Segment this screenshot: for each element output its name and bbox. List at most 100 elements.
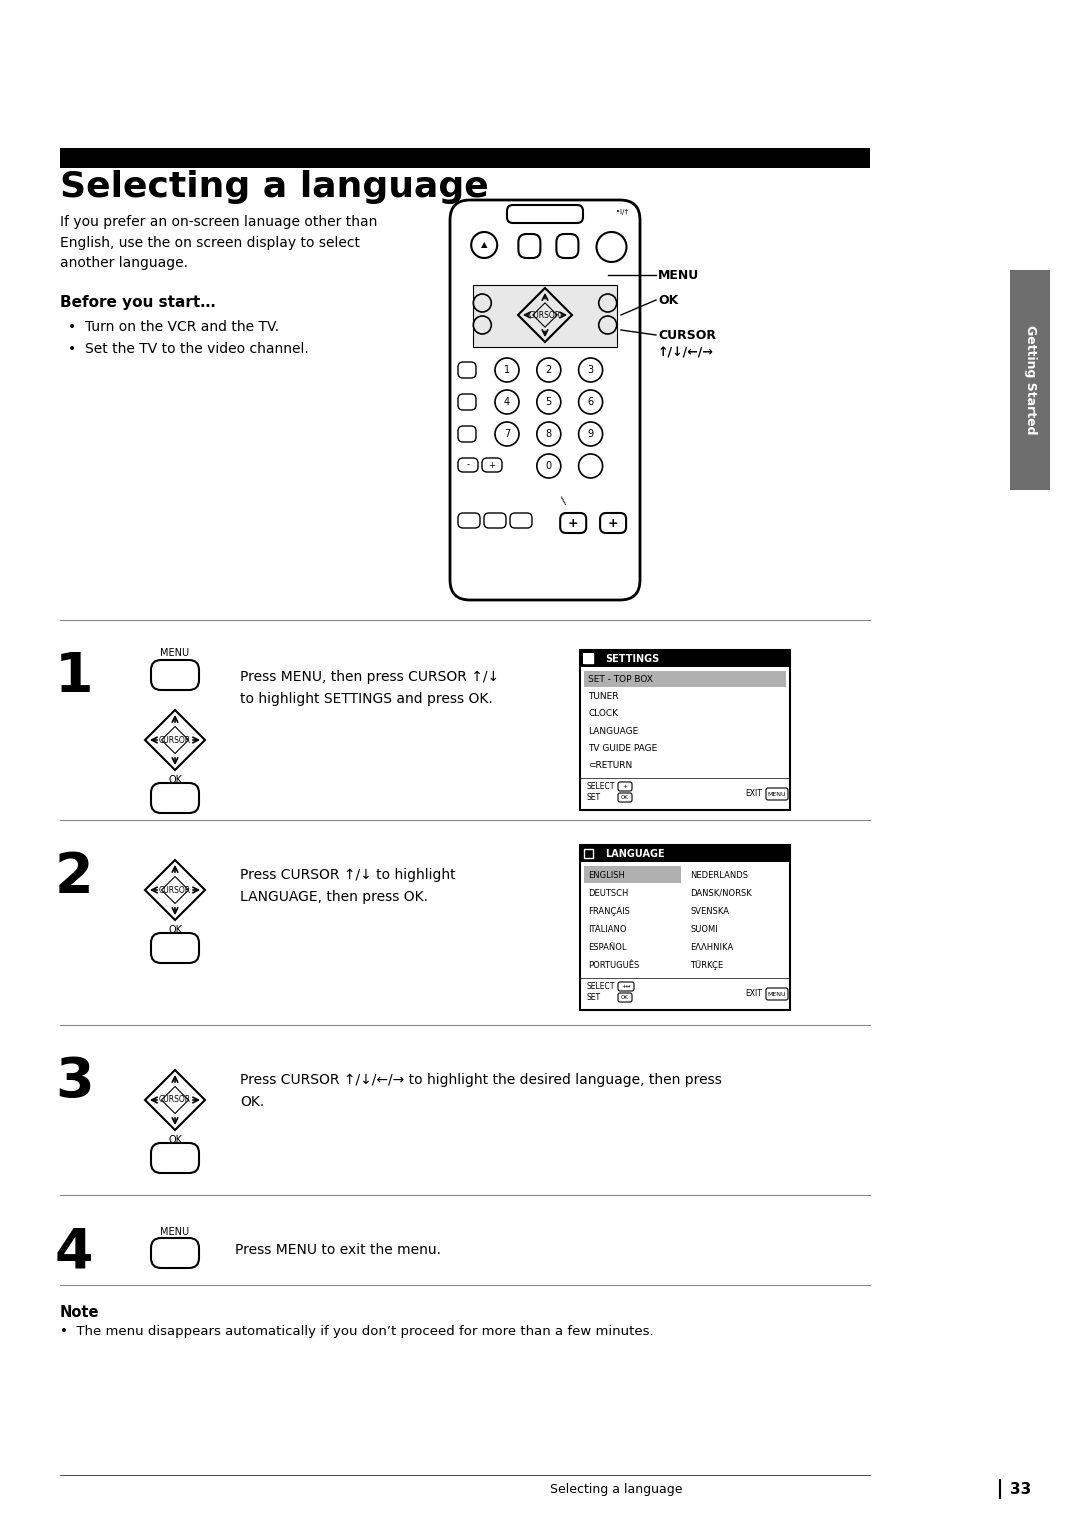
Text: +: + xyxy=(568,516,579,530)
Text: to highlight SETTINGS and press OK.: to highlight SETTINGS and press OK. xyxy=(240,692,492,706)
FancyBboxPatch shape xyxy=(618,983,634,992)
Text: OK: OK xyxy=(168,924,183,935)
Text: 4: 4 xyxy=(504,397,510,406)
Text: Selecting a language: Selecting a language xyxy=(60,170,489,205)
Text: SET: SET xyxy=(586,993,600,1001)
Bar xyxy=(580,649,789,668)
FancyBboxPatch shape xyxy=(600,513,626,533)
FancyBboxPatch shape xyxy=(766,788,788,801)
Text: EXIT: EXIT xyxy=(745,788,761,798)
Text: CLOCK: CLOCK xyxy=(588,709,618,718)
Text: +: + xyxy=(622,784,627,788)
FancyBboxPatch shape xyxy=(618,793,632,802)
Text: CURSOR: CURSOR xyxy=(159,1096,191,1105)
Text: ΕΛΛΗΝΙΚΑ: ΕΛΛΗΝΙΚΑ xyxy=(690,943,733,952)
Text: 4: 4 xyxy=(55,1225,94,1279)
Bar xyxy=(473,286,617,347)
Bar xyxy=(584,654,593,663)
Text: MENU: MENU xyxy=(768,992,786,996)
FancyBboxPatch shape xyxy=(450,200,640,601)
Text: DEUTSCH: DEUTSCH xyxy=(588,888,629,897)
Text: OK.: OK. xyxy=(240,1096,265,1109)
Text: Press MENU to exit the menu.: Press MENU to exit the menu. xyxy=(235,1242,441,1258)
Bar xyxy=(580,845,789,1010)
Bar xyxy=(580,649,789,810)
Text: DANSK/NORSK: DANSK/NORSK xyxy=(690,888,752,897)
FancyBboxPatch shape xyxy=(151,660,199,691)
Text: OK: OK xyxy=(168,1135,183,1144)
Text: SVENSKA: SVENSKA xyxy=(690,906,729,915)
Bar xyxy=(584,850,593,859)
Text: Press CURSOR ↑/↓ to highlight: Press CURSOR ↑/↓ to highlight xyxy=(240,868,456,882)
FancyBboxPatch shape xyxy=(151,782,199,813)
Text: +: + xyxy=(488,460,496,469)
FancyBboxPatch shape xyxy=(484,513,507,529)
Text: TV GUIDE PAGE: TV GUIDE PAGE xyxy=(588,744,658,753)
FancyBboxPatch shape xyxy=(458,426,476,442)
Text: 1: 1 xyxy=(504,365,510,374)
Text: 3: 3 xyxy=(588,365,594,374)
Text: 33: 33 xyxy=(1010,1482,1031,1497)
Text: 2: 2 xyxy=(545,365,552,374)
Text: EXIT: EXIT xyxy=(745,989,761,998)
Text: •  The menu disappears automatically if you don’t proceed for more than a few mi: • The menu disappears automatically if y… xyxy=(60,1325,653,1339)
Text: OK: OK xyxy=(168,775,183,785)
Bar xyxy=(583,652,594,665)
Text: OK: OK xyxy=(621,995,629,999)
Text: SET: SET xyxy=(586,793,600,802)
FancyBboxPatch shape xyxy=(618,782,632,792)
FancyBboxPatch shape xyxy=(458,394,476,410)
Text: Note: Note xyxy=(60,1305,99,1320)
Bar xyxy=(1010,270,1050,490)
FancyBboxPatch shape xyxy=(618,993,632,1002)
Text: LANGUAGE: LANGUAGE xyxy=(605,848,664,859)
Text: 5: 5 xyxy=(545,397,552,406)
Text: /: / xyxy=(559,497,569,506)
Text: +↔: +↔ xyxy=(621,984,631,989)
Text: •  Set the TV to the video channel.: • Set the TV to the video channel. xyxy=(68,342,309,356)
Text: CURSOR: CURSOR xyxy=(529,310,562,319)
Text: FRANÇAIS: FRANÇAIS xyxy=(588,906,630,915)
FancyBboxPatch shape xyxy=(151,1238,199,1268)
Text: •I/†: •I/† xyxy=(616,209,627,215)
Text: SUOMI: SUOMI xyxy=(690,924,718,934)
Text: LANGUAGE, then press OK.: LANGUAGE, then press OK. xyxy=(240,889,428,905)
Bar xyxy=(60,148,870,168)
Text: OK: OK xyxy=(658,293,678,307)
Text: ITALIANO: ITALIANO xyxy=(588,924,626,934)
Text: -: - xyxy=(467,460,470,469)
Text: ENGLISH: ENGLISH xyxy=(588,871,625,880)
Text: MENU: MENU xyxy=(768,792,786,796)
FancyBboxPatch shape xyxy=(561,513,586,533)
Bar xyxy=(584,866,681,883)
Text: Getting Started: Getting Started xyxy=(1024,325,1037,435)
Text: CURSOR: CURSOR xyxy=(658,329,716,341)
FancyBboxPatch shape xyxy=(766,989,788,999)
Text: NEDERLANDS: NEDERLANDS xyxy=(690,871,748,880)
Text: MENU: MENU xyxy=(161,1227,190,1238)
Text: Press MENU, then press CURSOR ↑/↓: Press MENU, then press CURSOR ↑/↓ xyxy=(240,669,499,685)
Text: 3: 3 xyxy=(55,1054,94,1109)
Bar xyxy=(580,845,789,862)
FancyBboxPatch shape xyxy=(518,234,540,258)
Text: 1: 1 xyxy=(55,649,94,704)
FancyBboxPatch shape xyxy=(556,234,579,258)
Text: SETTINGS: SETTINGS xyxy=(605,654,659,663)
Text: MENU: MENU xyxy=(658,269,699,281)
Text: OK: OK xyxy=(621,795,629,801)
Text: •  Turn on the VCR and the TV.: • Turn on the VCR and the TV. xyxy=(68,319,279,335)
FancyBboxPatch shape xyxy=(458,513,480,529)
Text: ↑/↓/←/→: ↑/↓/←/→ xyxy=(658,347,714,359)
Text: Selecting a language: Selecting a language xyxy=(550,1484,683,1496)
FancyBboxPatch shape xyxy=(151,1143,199,1174)
FancyBboxPatch shape xyxy=(507,205,583,223)
Bar xyxy=(584,671,786,688)
Text: 2: 2 xyxy=(55,850,94,905)
FancyBboxPatch shape xyxy=(510,513,532,529)
Text: TÜRKÇE: TÜRKÇE xyxy=(690,960,724,970)
FancyBboxPatch shape xyxy=(458,458,478,472)
Text: 9: 9 xyxy=(588,429,594,439)
Text: SELECT: SELECT xyxy=(586,981,615,990)
Text: CURSOR: CURSOR xyxy=(159,886,191,894)
Text: 6: 6 xyxy=(588,397,594,406)
